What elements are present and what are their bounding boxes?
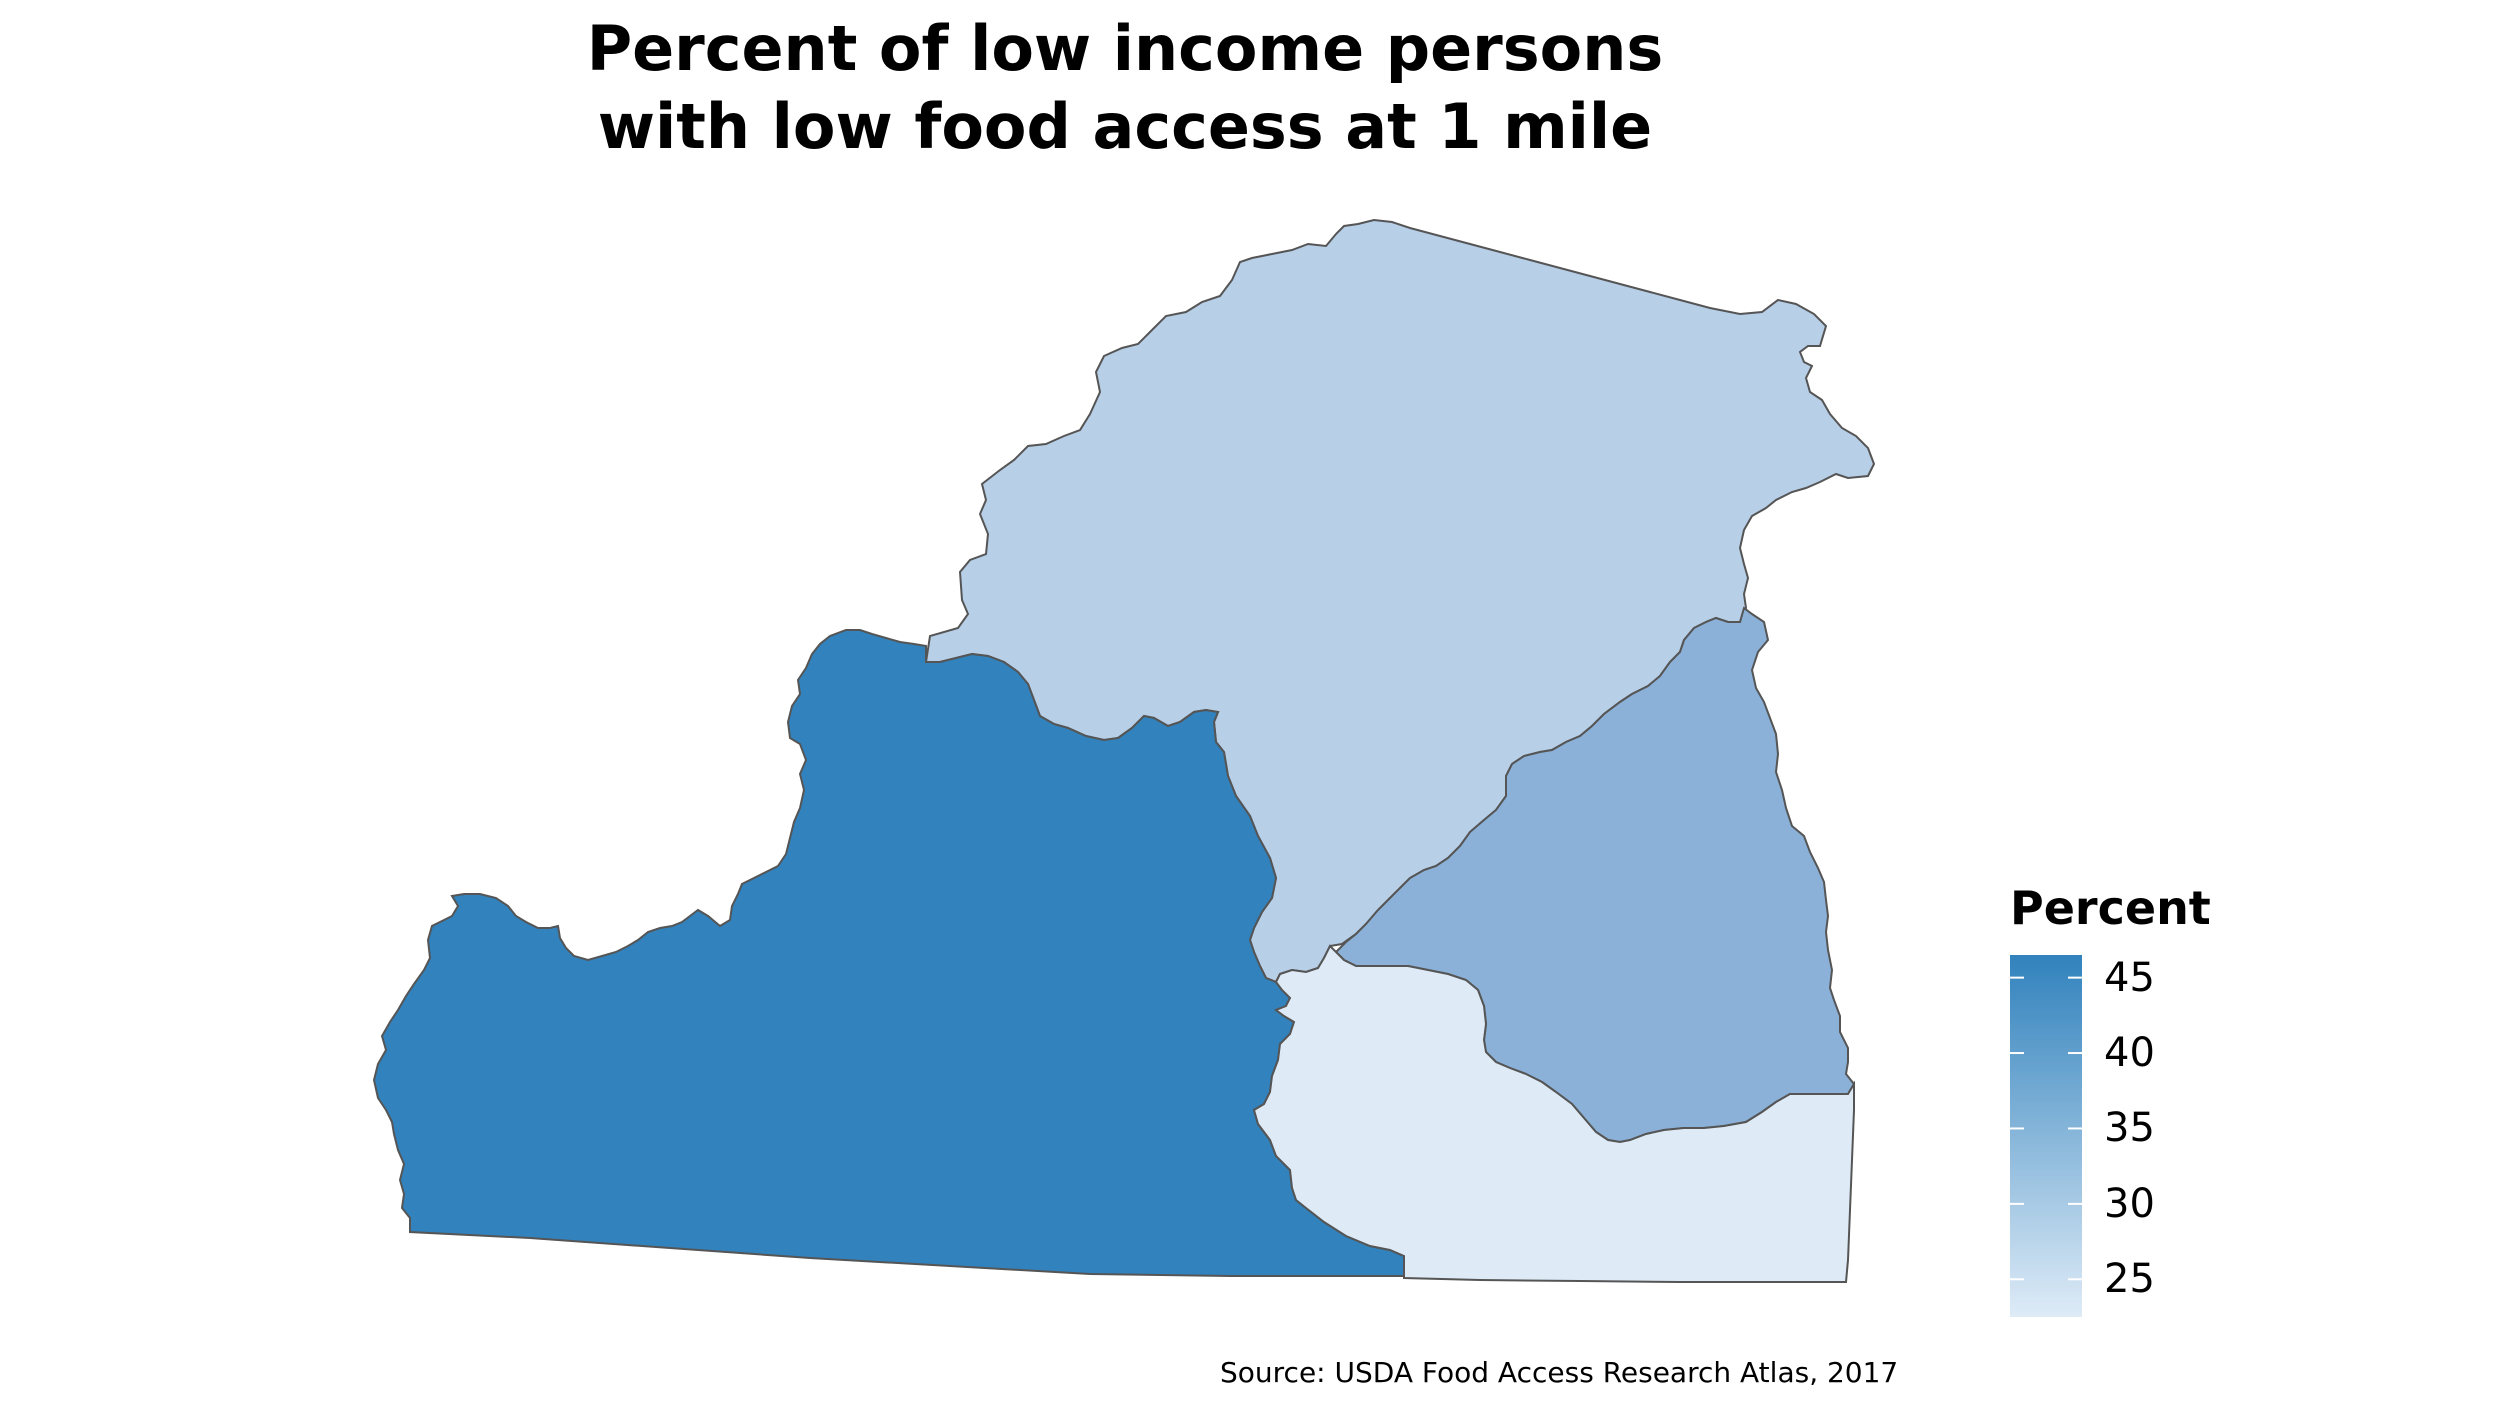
legend-tick-label: 40: [2104, 1030, 2155, 1077]
legend-color-bar: [2010, 955, 2082, 1317]
legend-ticks: [2010, 976, 2082, 1281]
legend-tick-label: 30: [2104, 1180, 2155, 1227]
map-title-line-2: with low food access at 1 mile: [597, 90, 1653, 163]
source-caption: Source: USDA Food Access Research Atlas,…: [1220, 1356, 1899, 1389]
map-title-line-1: Percent of low income persons: [586, 12, 1664, 85]
legend-title: Percent: [2010, 881, 2211, 935]
map-title: Percent of low income persons with low f…: [0, 10, 2250, 166]
legend-tick-label: 25: [2104, 1256, 2155, 1303]
legend-tick-label: 45: [2104, 954, 2155, 1001]
region-southeast-area: [1252, 944, 1855, 1283]
legend-tick-label: 35: [2104, 1105, 2155, 1152]
region-west-area: [372, 629, 1405, 1277]
